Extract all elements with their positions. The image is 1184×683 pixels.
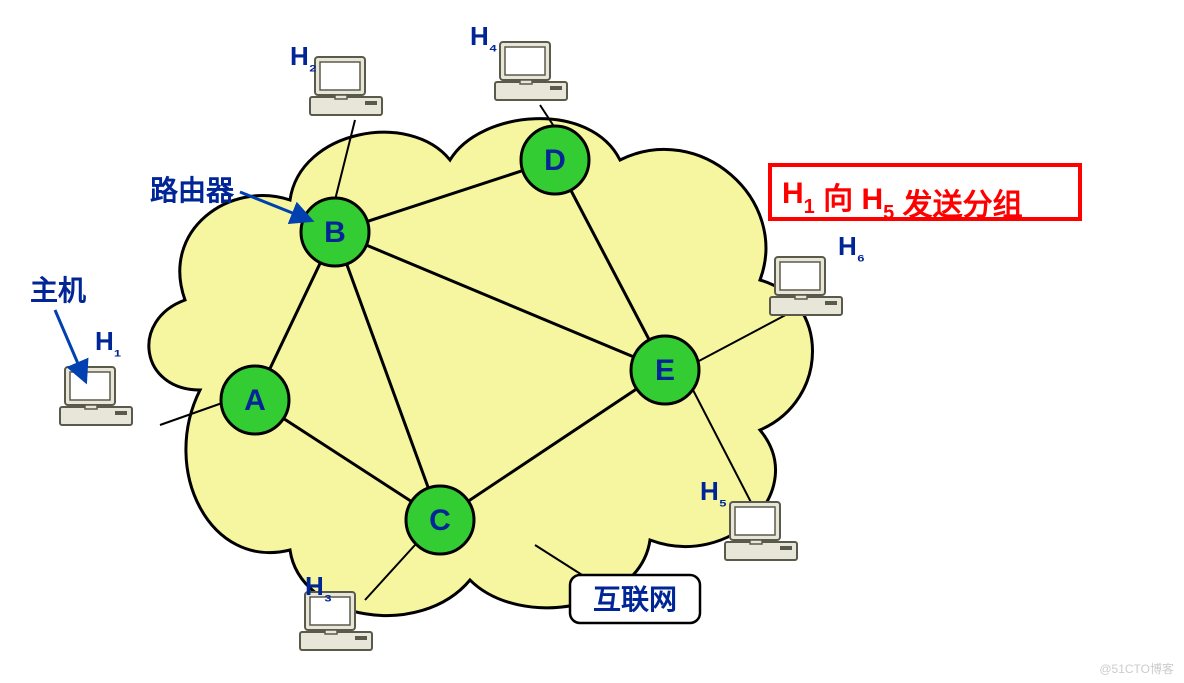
router-B: B: [301, 198, 369, 266]
router-label-D: D: [544, 144, 566, 177]
label-router: 路由器: [150, 175, 235, 206]
host-H1: H₁: [60, 326, 132, 425]
router-E: E: [631, 336, 699, 404]
host-H2: H₂: [290, 41, 382, 115]
watermark: @51CTO博客: [1099, 660, 1174, 677]
router-A: A: [221, 366, 289, 434]
host-H6: H₆: [770, 231, 865, 315]
host-label-H6: H₆: [838, 231, 865, 265]
label-host: 主机: [30, 275, 86, 306]
router-D: D: [521, 126, 589, 194]
internet-label: 互联网: [593, 584, 677, 615]
router-C: C: [406, 486, 474, 554]
host-label-H2: H₂: [290, 41, 317, 75]
router-label-B: B: [324, 216, 346, 249]
router-label-C: C: [429, 504, 451, 537]
host-label-H4: H₄: [470, 21, 497, 55]
network-diagram: ABCDEH₁H₂H₃H₄H₅H₆路由器主机互联网H1 向 H5 发送分组: [0, 0, 1184, 683]
router-label-A: A: [244, 384, 266, 417]
host-label-H1: H₁: [95, 326, 121, 360]
router-label-E: E: [655, 354, 675, 387]
host-H4: H₄: [470, 21, 567, 100]
